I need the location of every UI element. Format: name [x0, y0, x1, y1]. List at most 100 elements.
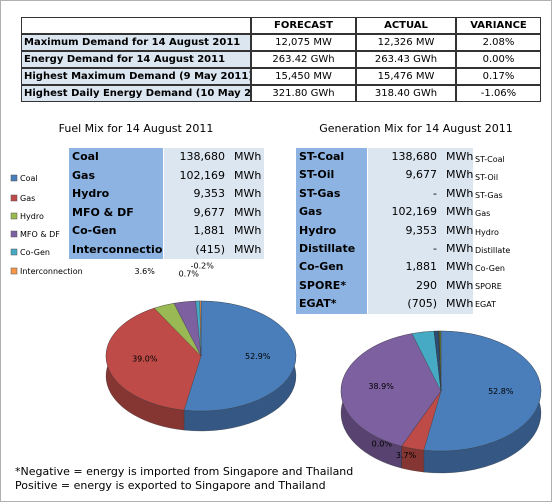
- header-cell: VARIANCE: [456, 17, 541, 34]
- legend-swatch: [10, 248, 18, 256]
- legend-label: Coal: [20, 174, 38, 183]
- value-cell: 263.42 GWh: [251, 51, 356, 68]
- value-cell: 0.17%: [456, 68, 541, 85]
- row-label: ST-Oil: [296, 166, 368, 185]
- unit-cell: MWh: [229, 222, 264, 241]
- unit-cell: MWh: [441, 184, 473, 204]
- value-cell: -: [368, 240, 441, 259]
- legend-label: Hydro: [475, 228, 499, 237]
- value-cell: 263.43 GWh: [356, 51, 456, 68]
- unit-cell: MWh: [441, 166, 473, 185]
- value-cell: 9,353: [368, 221, 441, 240]
- row-label: Coal: [69, 148, 164, 167]
- legend-label: Hydro: [20, 212, 44, 221]
- unit-cell: MWh: [441, 295, 473, 314]
- data-label: 52.8%: [488, 387, 514, 396]
- row-label: ST-Coal: [296, 148, 368, 167]
- legend-swatch: [10, 267, 18, 275]
- data-label: 3.7%: [396, 451, 417, 460]
- row-label: Interconnection*: [69, 240, 164, 259]
- value-cell: 290: [368, 276, 441, 296]
- data-label: 0.7%: [179, 270, 200, 279]
- pie-slice: [423, 330, 542, 452]
- unit-cell: MWh: [229, 240, 264, 259]
- footnote: *Negative = energy is imported from Sing…: [15, 465, 353, 478]
- unit-cell: MWh: [229, 148, 264, 167]
- row-label: Energy Demand for 14 August 2011: [21, 51, 251, 68]
- legend-label: Gas: [475, 209, 490, 218]
- value-cell: 12,326 MW: [356, 34, 456, 51]
- row-label: MFO & DF: [69, 203, 164, 222]
- header-cell: ACTUAL: [356, 17, 456, 34]
- row-label: Gas: [296, 203, 368, 222]
- legend-swatch: [10, 230, 18, 238]
- unit-cell: MWh: [441, 221, 473, 240]
- row-label: Hydro: [69, 185, 164, 204]
- footnote: Positive = energy is exported to Singapo…: [15, 479, 326, 492]
- value-cell: (705): [368, 295, 441, 314]
- row-label: Highest Daily Energy Demand (10 May 2011…: [21, 85, 251, 102]
- value-cell: 2.08%: [456, 34, 541, 51]
- data-label: 3.6%: [135, 267, 156, 276]
- value-cell: 0.00%: [456, 51, 541, 68]
- pie-slice: [340, 333, 442, 447]
- pie-slice: [438, 330, 442, 392]
- data-label: 52.9%: [245, 352, 271, 361]
- row-label: ST-Gas: [296, 184, 368, 204]
- row-label: Co-Gen: [296, 258, 368, 277]
- unit-cell: MWh: [441, 276, 473, 296]
- legend-label: MFO & DF: [20, 230, 60, 239]
- unit-cell: MWh: [229, 185, 264, 204]
- unit-cell: MWh: [441, 240, 473, 259]
- value-cell: 9,677: [368, 166, 441, 185]
- value-cell: 102,169: [164, 166, 229, 185]
- value-cell: 138,680: [368, 148, 441, 167]
- unit-cell: MWh: [441, 148, 473, 167]
- value-cell: -: [368, 184, 441, 204]
- value-cell: (415): [164, 240, 229, 259]
- chart-title: Generation Mix for 14 August 2011: [319, 122, 513, 135]
- pie-slice: [105, 307, 202, 411]
- chart-title: Fuel Mix for 14 August 2011: [59, 122, 214, 135]
- unit-cell: MWh: [229, 203, 264, 222]
- pie-slice: [199, 300, 202, 357]
- value-cell: 1,881: [368, 258, 441, 277]
- value-cell: -1.06%: [456, 85, 541, 102]
- row-label: Maximum Demand for 14 August 2011: [21, 34, 251, 51]
- value-cell: 12,075 MW: [251, 34, 356, 51]
- value-cell: 321.80 GWh: [251, 85, 356, 102]
- legend-label: Gas: [20, 194, 35, 203]
- row-label: Gas: [69, 166, 164, 185]
- data-label: 0.0%: [372, 440, 393, 449]
- row-label: Distillate: [296, 240, 368, 259]
- unit-cell: MWh: [441, 258, 473, 277]
- value-cell: 15,450 MW: [251, 68, 356, 85]
- value-cell: 318.40 GWh: [356, 85, 456, 102]
- legend-label: EGAT: [475, 300, 496, 309]
- row-label: Hydro: [296, 221, 368, 240]
- legend-swatch: [10, 194, 18, 202]
- row-label: SPORE*: [296, 276, 368, 296]
- legend-label: SPORE: [475, 282, 502, 291]
- value-cell: 15,476 MW: [356, 68, 456, 85]
- data-label: -0.2%: [191, 262, 215, 271]
- row-label: Co-Gen: [69, 222, 164, 241]
- legend-label: Co-Gen: [475, 264, 505, 273]
- value-cell: 1,881: [164, 222, 229, 241]
- unit-cell: MWh: [441, 203, 473, 222]
- header-cell: FORECAST: [251, 17, 356, 34]
- legend-label: Interconnection: [20, 267, 83, 276]
- legend-swatch: [10, 212, 18, 220]
- legend-label: Distillate: [475, 246, 510, 255]
- legend-label: ST-Oil: [475, 173, 498, 182]
- value-cell: 138,680: [164, 148, 229, 167]
- data-label: 38.9%: [368, 382, 394, 391]
- data-label: 39.0%: [132, 355, 158, 364]
- legend-label: ST-Coal: [475, 155, 505, 164]
- legend-label: Co-Gen: [20, 248, 50, 257]
- unit-cell: MWh: [229, 166, 264, 185]
- value-cell: 9,353: [164, 185, 229, 204]
- legend-swatch: [10, 174, 18, 182]
